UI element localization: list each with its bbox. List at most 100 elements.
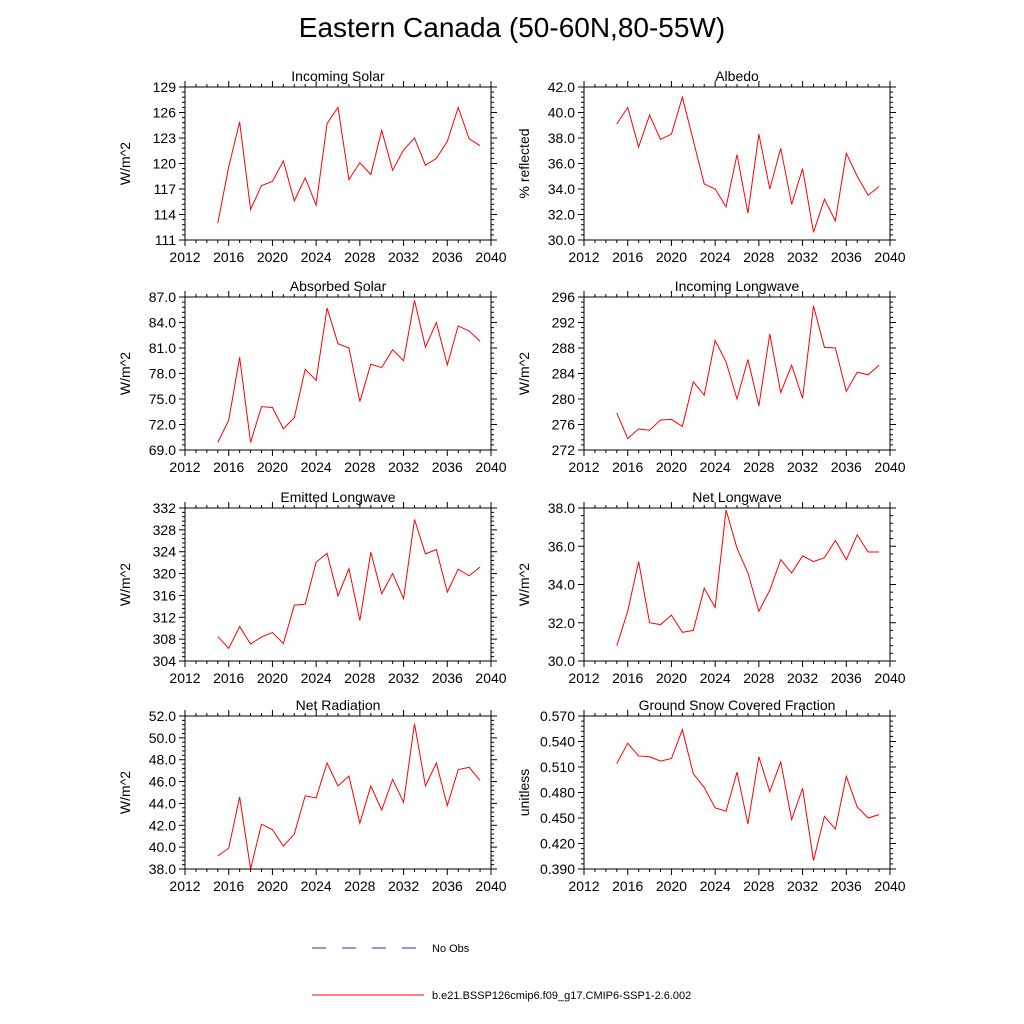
x-tick-label: 2040 — [874, 670, 905, 686]
x-tick-label: 2020 — [257, 670, 288, 686]
y-tick-label: 38.0 — [548, 500, 575, 516]
y-axis-label: % reflected — [516, 128, 532, 198]
x-tick-label: 2028 — [743, 249, 774, 265]
chart-panel-8: Ground Snow Covered Fraction unitless 2012… — [516, 697, 906, 894]
panel-title: Net Longwave — [692, 489, 782, 505]
x-tick-label: 2032 — [388, 670, 419, 686]
series-line-1 — [616, 305, 880, 440]
y-tick-label: 44.0 — [149, 795, 176, 811]
panel-title: Ground Snow Covered Fraction — [639, 697, 836, 713]
y-axis-label: W/m^2 — [516, 352, 532, 395]
series-line-1 — [217, 300, 481, 443]
panel-title: Net Radiation — [296, 697, 381, 713]
x-tick-label: 2040 — [475, 459, 506, 475]
series-line-1 — [616, 727, 880, 861]
x-tick-label: 2036 — [432, 878, 463, 894]
x-tick-label: 2032 — [388, 459, 419, 475]
x-tick-label: 2020 — [656, 878, 687, 894]
series-line-1 — [217, 105, 481, 224]
chart-panel-5: Emitted Longwave W/m^2 2012 2016 2020 2024 202… — [117, 489, 507, 686]
x-tick-label: 2012 — [568, 878, 599, 894]
x-tick-label: 2020 — [656, 670, 687, 686]
chart-panels: Incoming Solar W/m^2 2012 2016 2020 2024 2028 2… — [117, 68, 906, 894]
x-tick-label: 2036 — [831, 878, 862, 894]
plot-frame — [184, 715, 492, 870]
y-tick-label: 32.0 — [548, 207, 575, 223]
series-line-1 — [217, 519, 481, 650]
x-tick-label: 2028 — [344, 249, 375, 265]
series-line-1 — [616, 95, 880, 233]
y-tick-label: 0.420 — [540, 836, 575, 852]
y-tick-label: 40.0 — [548, 105, 575, 121]
y-tick-label: 276 — [552, 417, 576, 433]
x-tick-label: 2024 — [301, 670, 332, 686]
y-tick-label: 114 — [154, 207, 177, 223]
y-tick-label: 69.0 — [149, 442, 176, 458]
figure-title: Eastern Canada (50-60N,80-55W) — [298, 12, 726, 43]
chart-panel-1: Incoming Solar W/m^2 2012 2016 2020 2024 2028 2… — [117, 68, 507, 265]
legend-obs-label: No Obs — [432, 943, 470, 955]
y-tick-label: 129 — [153, 79, 177, 95]
y-tick-label: 34.0 — [548, 181, 575, 197]
y-tick-label: 332 — [153, 500, 177, 516]
x-tick-label: 2012 — [169, 459, 200, 475]
y-tick-label: 38.0 — [548, 130, 575, 146]
x-tick-label: 2028 — [344, 459, 375, 475]
legend: No Obs b.e21.BSSP126cmip6.f09_g17.CMIP6-… — [312, 943, 691, 1002]
x-tick-label: 2024 — [700, 249, 731, 265]
x-tick-label: 2016 — [213, 459, 244, 475]
x-tick-label: 2024 — [700, 670, 731, 686]
x-tick-label: 2036 — [432, 670, 463, 686]
y-tick-label: 36.0 — [548, 156, 575, 172]
y-tick-label: 36.0 — [548, 538, 575, 554]
x-tick-label: 2012 — [169, 249, 200, 265]
x-tick-label: 2016 — [612, 670, 643, 686]
x-tick-label: 2020 — [257, 249, 288, 265]
chart-panel-3: Absorbed Solar W/m^2 2012 2016 2020 2024 2028 2… — [117, 278, 507, 475]
chart-panel-2: Albedo % reflected 2012 2016 2020 2024 2028 203… — [516, 68, 906, 265]
y-tick-label: 312 — [153, 609, 177, 625]
x-tick-label: 2016 — [612, 459, 643, 475]
chart-panel-7: Net Radiation W/m^2 2012 2016 2020 2024 2028 20… — [117, 697, 507, 894]
x-tick-label: 2020 — [656, 249, 687, 265]
x-tick-label: 2040 — [475, 249, 506, 265]
series-line-1 — [616, 509, 880, 646]
y-tick-label: 52.0 — [149, 708, 176, 724]
y-tick-label: 87.0 — [149, 289, 176, 305]
y-tick-label: 75.0 — [149, 391, 176, 407]
x-tick-label: 2040 — [874, 249, 905, 265]
x-tick-label: 2016 — [213, 670, 244, 686]
plot-frame — [583, 86, 891, 241]
x-tick-label: 2024 — [301, 459, 332, 475]
plot-frame — [583, 296, 891, 451]
x-tick-label: 2024 — [301, 878, 332, 894]
chart-panel-4: Incoming Longwave W/m^2 2012 2016 2020 2024 20… — [516, 278, 906, 475]
y-tick-label: 84.0 — [149, 315, 176, 331]
x-tick-label: 2012 — [568, 670, 599, 686]
x-tick-label: 2032 — [388, 249, 419, 265]
x-tick-label: 2032 — [388, 878, 419, 894]
x-tick-label: 2012 — [568, 459, 599, 475]
y-tick-label: 120 — [153, 156, 177, 172]
y-tick-label: 42.0 — [149, 817, 176, 833]
x-tick-label: 2028 — [743, 878, 774, 894]
y-tick-label: 126 — [153, 105, 177, 121]
x-tick-label: 2040 — [874, 459, 905, 475]
x-tick-label: 2036 — [831, 459, 862, 475]
legend-model-label: b.e21.BSSP126cmip6.f09_g17.CMIP6-SSP1-2.… — [432, 990, 691, 1002]
x-tick-label: 2028 — [743, 670, 774, 686]
y-axis-label: W/m^2 — [516, 563, 532, 606]
y-tick-label: 123 — [153, 130, 177, 146]
plot-frame — [583, 507, 891, 662]
x-tick-label: 2020 — [257, 459, 288, 475]
y-tick-label: 304 — [153, 653, 177, 669]
y-tick-label: 0.390 — [540, 861, 575, 877]
y-tick-label: 0.540 — [540, 734, 575, 750]
x-tick-label: 2028 — [743, 459, 774, 475]
y-tick-label: 81.0 — [149, 340, 176, 356]
y-tick-label: 50.0 — [149, 730, 176, 746]
y-tick-label: 292 — [552, 315, 576, 331]
chart-panel-6: Net Longwave W/m^2 2012 2016 2020 2024 2028 203… — [516, 489, 906, 686]
panel-title: Emitted Longwave — [280, 489, 395, 505]
